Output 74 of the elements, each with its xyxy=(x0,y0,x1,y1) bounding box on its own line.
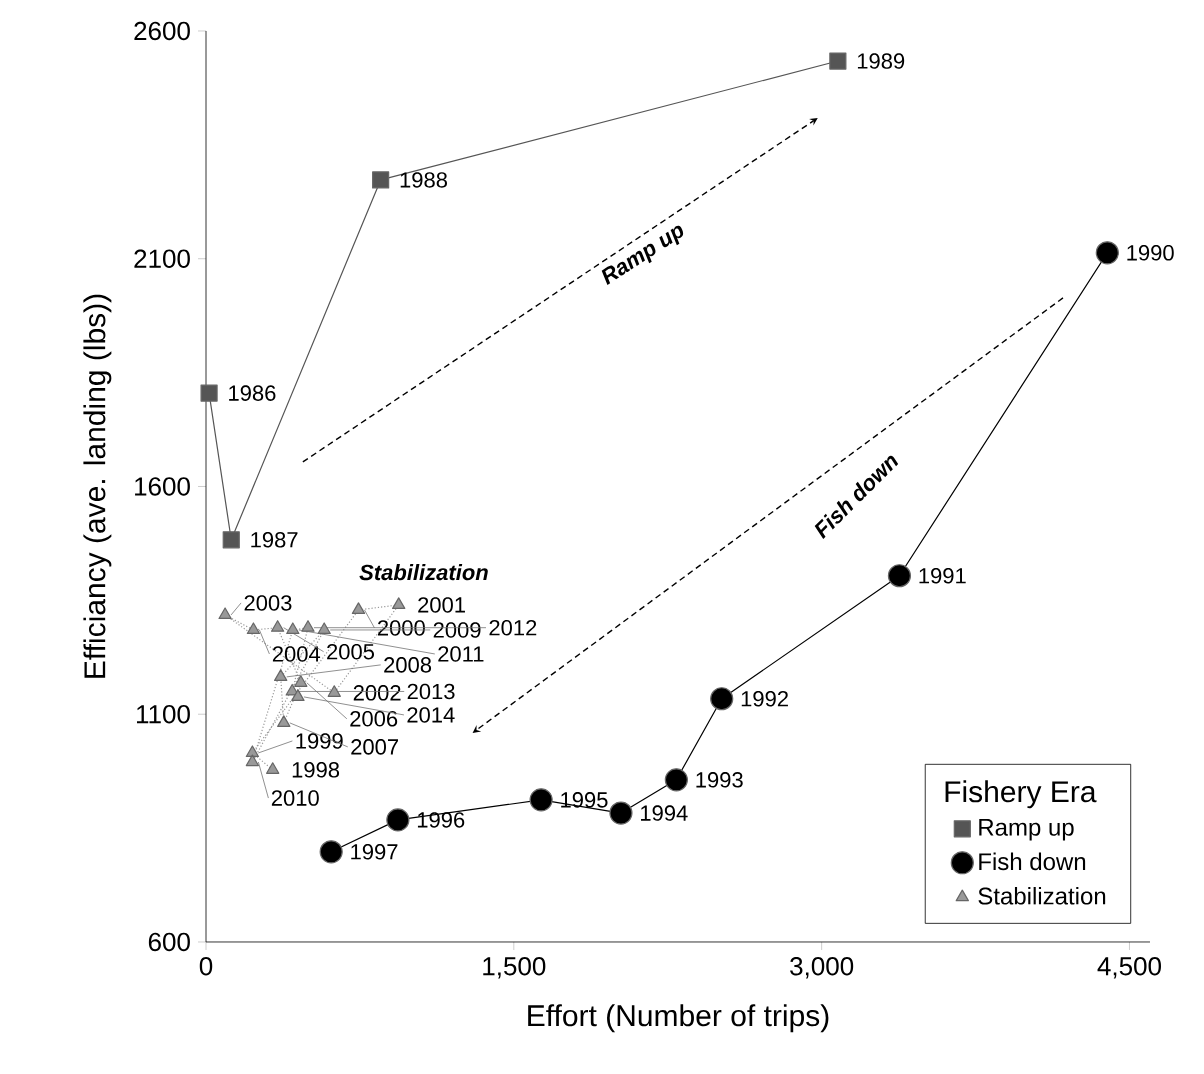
point xyxy=(710,687,734,711)
annotation: 2008 xyxy=(384,657,432,673)
point xyxy=(319,840,343,864)
annotation: 1994 xyxy=(641,805,688,821)
x-tick-label: 0 xyxy=(199,957,213,976)
legend-title: Fishery Era xyxy=(945,780,1097,809)
point xyxy=(286,622,300,635)
annotation: Stabilization xyxy=(359,564,488,581)
point xyxy=(1095,241,1119,265)
annotation: 1997 xyxy=(351,844,398,860)
annotation: 2003 xyxy=(244,595,292,611)
point xyxy=(301,620,315,632)
point xyxy=(609,801,633,825)
annotation: 2001 xyxy=(418,597,465,613)
point xyxy=(887,564,912,588)
annotation: 1987 xyxy=(251,532,298,548)
annotation: 1988 xyxy=(400,172,447,188)
y-axis-title: Efficiancy (ave. landing (lbs)) xyxy=(83,294,112,678)
y-tick-label: 2100 xyxy=(134,249,190,268)
point xyxy=(246,622,261,635)
point xyxy=(270,620,285,632)
annotation: 1991 xyxy=(919,568,966,584)
legend-label: Fish down xyxy=(979,852,1086,871)
y-tick-label: 600 xyxy=(148,932,190,952)
x-tick-label: 3,000 xyxy=(790,957,854,979)
y-tick-label: 1600 xyxy=(135,477,190,496)
point xyxy=(664,768,688,792)
point xyxy=(317,622,331,635)
annotation: 2004 xyxy=(272,646,321,662)
point xyxy=(266,762,280,774)
point xyxy=(218,607,232,620)
annotation: 1992 xyxy=(741,690,788,707)
point xyxy=(351,602,366,615)
point xyxy=(386,808,410,832)
point xyxy=(200,384,218,402)
point xyxy=(529,788,553,812)
x-tick-label: 4,500 xyxy=(1097,957,1161,979)
legend-label: Stabilization xyxy=(978,886,1106,905)
annotation: 1989 xyxy=(857,53,905,69)
point xyxy=(245,754,260,767)
annotation: 2002 xyxy=(353,685,401,701)
annotation: 1990 xyxy=(1127,245,1174,261)
annotation: 2009 xyxy=(433,622,481,638)
annotation: 1986 xyxy=(229,385,276,401)
x-axis-title: Effort (Number of trips) xyxy=(528,1004,829,1033)
point xyxy=(274,669,288,681)
point xyxy=(327,685,341,697)
point xyxy=(294,675,308,687)
annotation: 2014 xyxy=(407,707,455,723)
x-tick-label: 1,500 xyxy=(483,957,546,979)
annotation: 1995 xyxy=(561,792,608,808)
point xyxy=(277,715,291,727)
point xyxy=(829,52,847,70)
point xyxy=(222,531,240,549)
annotation: 1993 xyxy=(696,772,743,788)
annotation: 1999 xyxy=(296,733,343,749)
point xyxy=(285,683,299,696)
annotation: 2013 xyxy=(407,683,455,700)
point xyxy=(291,689,305,702)
point xyxy=(372,171,390,189)
annotation: 2010 xyxy=(271,790,319,806)
y-tick-label: 2600 xyxy=(134,21,190,41)
annotation: 2006 xyxy=(350,711,398,727)
point xyxy=(245,745,260,758)
annotation: 1998 xyxy=(292,762,340,778)
annotation: 2011 xyxy=(438,646,484,662)
y-tick-label: 1100 xyxy=(137,705,190,724)
point xyxy=(392,597,406,610)
annotation: 1996 xyxy=(417,812,465,828)
legend-label: Ramp up xyxy=(979,819,1074,841)
annotation: 2007 xyxy=(351,739,399,755)
annotation: 2012 xyxy=(489,619,537,636)
annotation: 2005 xyxy=(327,643,375,660)
annotation: 2000 xyxy=(377,620,425,636)
